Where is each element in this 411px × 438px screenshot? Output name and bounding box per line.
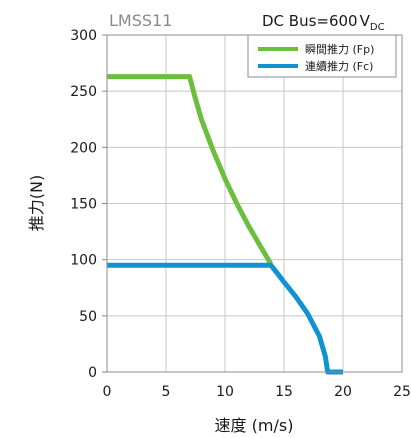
dc-bus-label: DC Bus=600 VDC: [262, 12, 385, 33]
x-tick-labels: 0 5 10 15 20 25: [103, 384, 411, 400]
y-tick-label: 100: [70, 253, 97, 269]
series-layer: [107, 74, 343, 375]
x-tick-label: 10: [216, 384, 234, 400]
model-label: LMSS11: [109, 11, 172, 30]
y-tick-label: 250: [70, 84, 97, 100]
y-tick-label: 150: [70, 197, 97, 213]
dc-bus-subscript: DC: [370, 22, 385, 33]
x-tick-label: 15: [275, 384, 293, 400]
x-tick-label: 25: [393, 384, 411, 400]
y-axis-title: 推力(N): [27, 175, 46, 231]
legend-label-fp: 瞬間推力 (Fp): [305, 42, 374, 56]
y-tick-label: 50: [79, 309, 97, 325]
x-tick-label: 5: [162, 384, 171, 400]
x-tick-label: 20: [334, 384, 352, 400]
legend-box: [247, 34, 397, 78]
x-axis-title: 速度 (m/s): [215, 416, 294, 435]
y-tick-label: 0: [88, 365, 97, 381]
dc-bus-value: DC Bus=600: [262, 12, 358, 30]
y-tick-label: 200: [70, 140, 97, 156]
series-line-fp: [107, 74, 274, 266]
dc-bus-unit: V: [360, 12, 371, 30]
y-tick-label: 300: [70, 28, 97, 44]
legend: 瞬間推力 (Fp) 連續推力 (Fc): [247, 34, 397, 78]
legend-label-fc: 連續推力 (Fc): [305, 59, 373, 73]
series-line-fc: [107, 262, 343, 375]
x-tick-label: 0: [103, 384, 112, 400]
y-tick-labels: 0 50 100 150 200 250 300: [70, 28, 107, 381]
